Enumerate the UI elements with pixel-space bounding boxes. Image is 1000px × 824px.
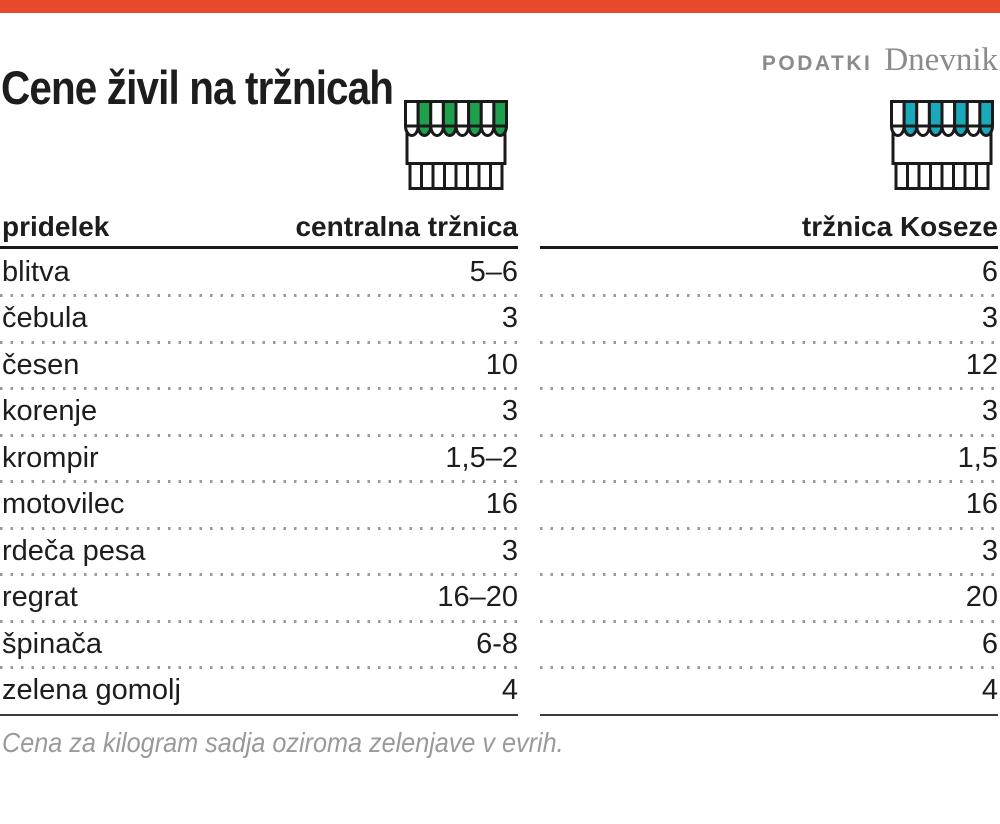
product-name: krompir [2, 441, 99, 474]
price-central-market: 1,5–2 [445, 441, 518, 474]
source-credit: PODATKI Dnevnik [762, 42, 998, 79]
market-stall-icon [404, 100, 508, 190]
product-name: rdeča pesa [2, 534, 146, 567]
table-row: 3 [540, 296, 998, 343]
product-name: čebula [2, 302, 88, 335]
source-name: Dnevnik [884, 42, 998, 78]
table-row: 16 [540, 482, 998, 529]
table-row: 1,5 [540, 435, 998, 483]
price-koseze-market: 4 [981, 674, 998, 707]
page-title: Cene živil na tržnicah [1, 61, 394, 115]
market-stall-icon-teal [886, 97, 998, 191]
market-stall-icon [890, 100, 994, 190]
table-row: 12 [540, 342, 998, 390]
product-name: regrat [2, 581, 78, 614]
source-label: PODATKI [761, 52, 873, 75]
price-koseze-market: 3 [981, 395, 998, 428]
table-row: 4 [540, 668, 998, 715]
table-row: 6 [540, 621, 998, 669]
top-accent-bar [0, 0, 1000, 13]
table-row: krompir 1,5–2 [0, 435, 518, 483]
table-row: korenje 3 [0, 389, 518, 436]
price-central-market: 16–20 [437, 581, 518, 614]
table-row: 3 [540, 389, 998, 436]
product-name: blitva [2, 255, 70, 288]
table-koseze-market: tržnica Koseze 6 3 12 3 1,5 16 3 20 6 4 [540, 205, 998, 716]
price-central-market: 3 [501, 395, 518, 428]
table-row: blitva 5–6 [0, 249, 518, 297]
price-central-market: 5–6 [469, 255, 518, 288]
column-header-central-market: centralna tržnica [295, 211, 518, 242]
table-row: 3 [540, 528, 998, 576]
price-koseze-market: 1,5 [957, 441, 998, 474]
price-koseze-market: 6 [981, 627, 998, 660]
table-row: zelena gomolj 4 [0, 668, 518, 715]
price-koseze-market: 16 [965, 488, 998, 521]
column-header-product: pridelek [2, 211, 110, 242]
table-row: česen 10 [0, 342, 518, 390]
price-koseze-market: 3 [981, 302, 998, 335]
column-header-koseze: tržnica Koseze [801, 211, 998, 242]
product-name: špinača [2, 627, 102, 660]
table-row: 6 [540, 249, 998, 297]
price-central-market: 6-8 [476, 627, 518, 660]
footnote: Cena za kilogram sadja oziroma zelenjave… [2, 727, 564, 758]
table-row: motovilec 16 [0, 482, 518, 529]
price-central-market: 16 [485, 488, 518, 521]
table-body-central: blitva 5–6 čebula 3 česen 10 korenje 3 krompir 1,… [0, 249, 518, 716]
price-koseze-market: 20 [965, 581, 998, 614]
price-central-market: 4 [501, 674, 518, 707]
product-name: zelena gomolj [2, 674, 181, 707]
price-central-market: 3 [501, 302, 518, 335]
table-body-koseze: 6 3 12 3 1,5 16 3 20 6 4 [540, 249, 998, 716]
table-row: čebula 3 [0, 296, 518, 343]
table-row: rdeča pesa 3 [0, 528, 518, 576]
price-koseze-market: 3 [981, 534, 998, 567]
price-central-market: 3 [501, 534, 518, 567]
product-name: česen [2, 348, 80, 381]
market-stall-icon-green [400, 97, 512, 191]
table-row: 20 [540, 575, 998, 622]
product-name: motovilec [2, 488, 125, 521]
price-koseze-market: 12 [965, 348, 998, 381]
table-row: regrat 16–20 [0, 575, 518, 622]
price-central-market: 10 [485, 348, 518, 381]
price-koseze-market: 6 [981, 255, 998, 288]
table-header-row: tržnica Koseze [540, 205, 998, 249]
product-name: korenje [2, 395, 98, 428]
table-central-market: pridelek centralna tržnica blitva 5–6 čebu… [0, 205, 518, 716]
table-row: špinača 6-8 [0, 621, 518, 669]
table-header-row: pridelek centralna tržnica [0, 205, 518, 249]
